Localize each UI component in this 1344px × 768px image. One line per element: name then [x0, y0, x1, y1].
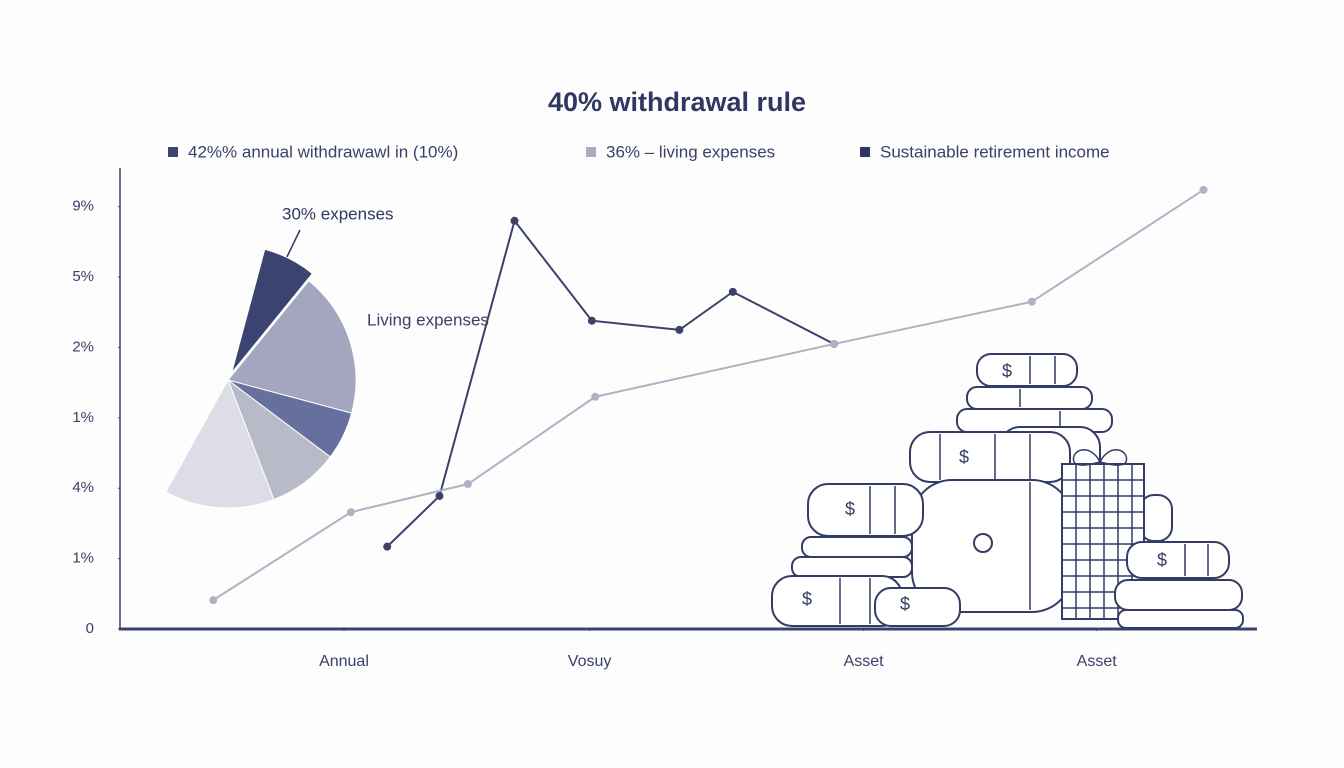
pie-slice — [165, 378, 275, 509]
chart-title: 40% withdrawal rule — [548, 87, 806, 117]
money-roll — [791, 556, 913, 578]
y-tick-label: 1% — [72, 550, 94, 567]
money-roll — [801, 536, 913, 558]
legend-swatch — [168, 147, 178, 157]
legend-label: 36% – living expenses — [606, 142, 775, 161]
roll-seam — [1184, 544, 1209, 576]
legend-label: Sustainable retirement income — [880, 142, 1110, 161]
money-roll — [909, 431, 1071, 483]
money-roll — [807, 483, 924, 537]
legend-swatch — [860, 147, 870, 157]
money-roll — [874, 587, 961, 627]
money-roll — [1114, 579, 1243, 611]
pie-slice — [231, 248, 314, 374]
money-roll — [966, 386, 1093, 410]
roll-seam — [839, 578, 871, 624]
gift-grid — [1062, 464, 1144, 619]
y-tick-label: 5% — [72, 268, 94, 285]
data-point — [830, 339, 839, 348]
y-tick-label: 2% — [72, 338, 94, 355]
data-point — [346, 508, 355, 517]
data-point — [1027, 297, 1036, 306]
dollar-sign: $ — [802, 589, 812, 609]
dollar-sign: $ — [845, 499, 855, 519]
dollar-sign: $ — [959, 447, 969, 467]
data-point — [728, 287, 737, 296]
legend-swatch — [586, 147, 596, 157]
data-point — [383, 542, 392, 551]
money-roll — [1126, 541, 1230, 579]
data-point — [675, 325, 684, 334]
y-tick-label: 9% — [72, 198, 94, 215]
data-point — [587, 316, 596, 325]
dollar-sign: $ — [1157, 550, 1167, 570]
pie-annotation: 30% expenses — [282, 204, 394, 223]
roll-seam — [869, 486, 896, 534]
legend-label: 42%% annual withdrawawl in (10%) — [188, 142, 458, 161]
x-tick-label: Asset — [844, 653, 885, 670]
data-point — [209, 596, 218, 605]
dollar-sign: $ — [1002, 361, 1012, 381]
line-series — [386, 218, 835, 548]
data-point — [463, 480, 472, 489]
data-point — [510, 216, 519, 225]
x-tick-label: Asset — [1077, 653, 1118, 670]
pie-slice — [227, 279, 357, 414]
roll-seam — [1029, 356, 1056, 384]
data-point — [1199, 185, 1208, 194]
roll-seam — [939, 434, 1031, 480]
money-roll — [1117, 609, 1244, 629]
x-tick-label: Vosuy — [568, 653, 612, 670]
y-tick-label: 1% — [72, 409, 94, 426]
y-tick-label: 0 — [86, 620, 94, 637]
x-tick-label: Annual — [319, 653, 369, 670]
data-point — [435, 491, 444, 500]
data-point — [591, 392, 600, 401]
money-roll — [976, 353, 1078, 387]
illustration: $ $ $ $ $ $ — [771, 353, 1244, 629]
dollar-sign: $ — [900, 594, 910, 614]
y-tick-label: 4% — [72, 479, 94, 496]
gift-bow — [1072, 449, 1128, 466]
barrel-hole — [973, 533, 993, 553]
pie-annotation: Living expenses — [367, 310, 489, 329]
